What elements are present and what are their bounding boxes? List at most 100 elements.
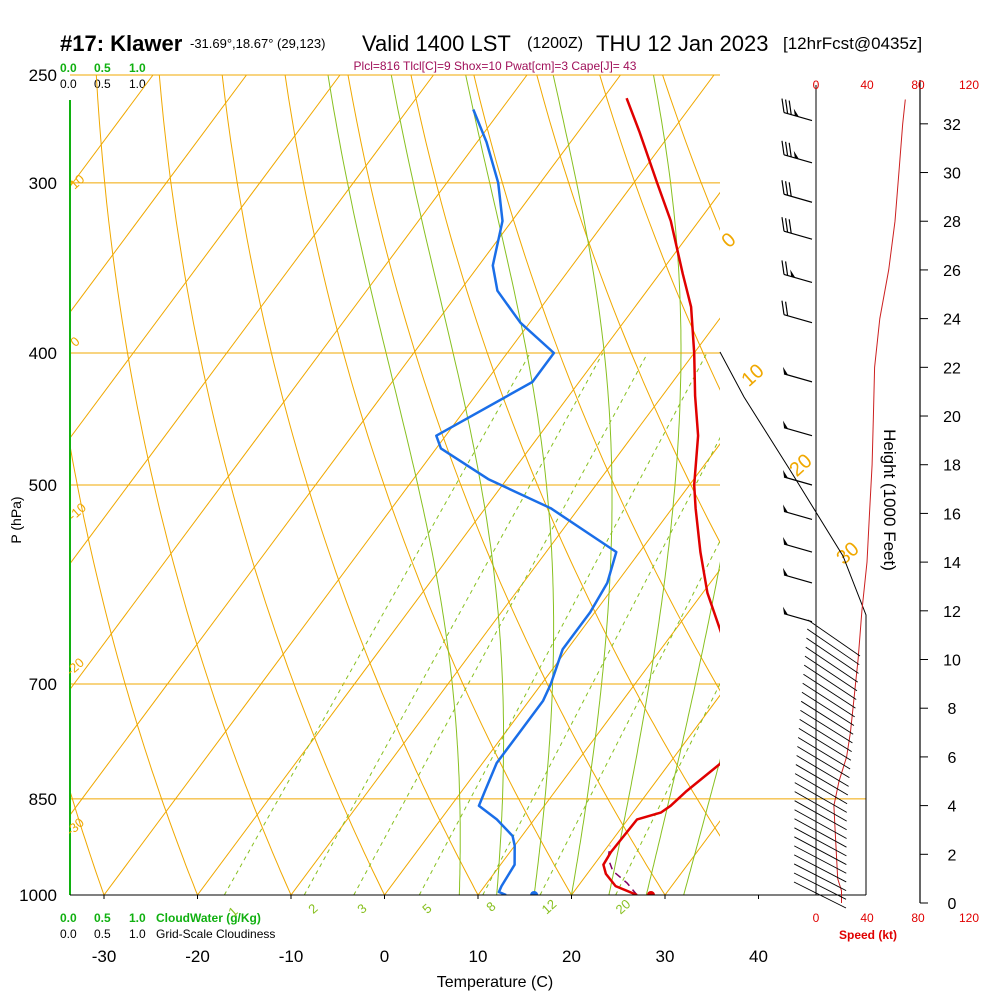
low-level-wind-barb [799,718,852,752]
mixing-ratio-label: 2 [305,901,320,917]
cloudwater-tick-bottom: 0.5 [94,911,111,925]
low-level-wind-barb [805,646,858,683]
profile-lines [435,97,720,895]
cloudwater-tick-top: 0.5 [94,61,111,75]
speed-tick-label-top: 40 [860,78,874,92]
mixing-ratio-label-group: 1 2 3 5 8 12 20 [225,896,633,919]
dry-adiabat-line [851,75,1000,895]
mixing-ratio-line [482,436,720,895]
height-tick-label: 14 [943,555,961,572]
temperature-tick-label: 30 [656,947,675,966]
valid-time: Valid 1400 LST [362,31,511,56]
wind-barb [781,217,813,240]
dry-adiabat-line [70,789,105,895]
cloud-scale-bottom: 0.0 0.5 1.0 CloudWater (g/Kg) 0.0 0.5 1.… [60,911,275,941]
isotherm-label: 20 [785,450,816,481]
isobar-lines [70,74,866,896]
wind-barb [783,420,813,437]
low-level-wind-barb [798,728,852,761]
dewpoint-line [435,109,618,895]
wind-barb [781,300,813,324]
low-level-wind-barb [804,655,858,692]
height-tick-label: 16 [943,506,961,523]
pressure-tick-label: 1000 [19,886,57,905]
isotherm-label: 30 [832,538,863,569]
moist-adiabat-line [390,75,505,895]
height-tick-label: 18 [943,458,961,475]
low-level-wind-barb [794,818,847,848]
pressure-axis: 250 300 400 500 700 850 1000 [19,66,57,905]
pressure-tick-label: 250 [29,66,57,85]
moist-adiabat-line [608,75,682,895]
cloudiness-tick-top: 1.0 [129,77,146,91]
temperature-tick-label: -30 [92,947,117,966]
temperature-line [602,97,720,895]
surface-dewpoint-dot [530,891,539,895]
height-tick-label: 0 [948,896,957,913]
low-level-wind-barb [793,872,847,900]
dry-adiabat-line [95,75,292,895]
cloudiness-label: Grid-Scale Cloudiness [156,927,275,941]
low-level-wind-barb [795,764,849,796]
wind-barb [781,98,813,122]
temperature-tick-label: 0 [380,947,389,966]
low-level-wind-barb [794,836,847,865]
station-coords: -31.69°,18.67° (29,123) [190,36,325,51]
cloudwater-tick-bottom: 0.0 [60,911,77,925]
cloudwater-tick-top: 1.0 [129,61,146,75]
mixing-ratio-label: 8 [483,899,498,915]
speed-tick-label-bottom: 80 [911,911,925,925]
low-level-wind-barb [794,809,847,839]
wind-barb [783,504,813,521]
moist-adiabat-line [465,75,555,895]
speed-tick-label-top: 120 [959,78,979,92]
moist-adiabat-line [721,75,944,895]
mixing-ratio-label: 12 [539,896,560,917]
low-level-wind-barb [796,755,849,787]
temperature-tick-label: 10 [469,947,488,966]
cloudwater-tick-bottom: 1.0 [129,911,146,925]
temperature-tick-label: -20 [185,947,210,966]
low-level-wind-barb [797,746,850,779]
wind-barb [783,606,813,623]
wind-speed-line [833,99,906,903]
isotherm-line [759,75,1000,895]
speed-tick-label-top: 80 [911,78,925,92]
cloudiness-tick-bottom: 1.0 [129,927,146,941]
dry-adiabat-line [284,75,572,895]
low-level-wind-barb [793,863,847,892]
dry-adiabat-line [70,442,198,895]
low-level-wind-barb [800,709,853,744]
height-tick-label: 26 [943,263,961,280]
height-tick-label: 22 [943,360,961,377]
low-level-wind-barb [807,619,861,657]
height-tick-label: 6 [948,750,957,767]
dry-adiabat-line [347,75,666,895]
height-tick-label: 24 [943,312,961,329]
mixing-ratio-label: 3 [354,901,369,917]
isotherm-line [946,75,1000,895]
low-level-wind-barb [800,700,854,735]
low-level-wind-barb [794,773,848,805]
low-level-wind-barb [801,691,855,726]
height-axis-label: Height (1000 Feet) [880,429,899,571]
pressure-tick-label: 700 [29,675,57,694]
height-tick-label: 20 [943,409,961,426]
low-level-wind-barb [794,827,847,857]
dry-adiabat-line [0,75,11,895]
mixing-ratio-line [303,352,604,895]
dry-adiabat-line [726,75,1000,895]
sounding-indices: Plcl=816 Tlcl[C]=9 Shox=10 Pwat[cm]=3 Ca… [354,59,637,73]
wind-barb [781,140,813,164]
mixing-ratio-line [418,352,708,895]
height-tick-label: 32 [943,117,961,134]
mixing-ratio-label: 20 [613,896,634,917]
height-tick-label: 4 [948,799,957,816]
low-level-wind-barb [794,782,847,813]
low-level-wind-barb [794,845,847,874]
pressure-tick-label: 300 [29,174,57,193]
pressure-tick-label: 500 [29,476,57,495]
cloudiness-tick-bottom: 0.0 [60,927,77,941]
moist-adiabat-line [683,758,720,895]
